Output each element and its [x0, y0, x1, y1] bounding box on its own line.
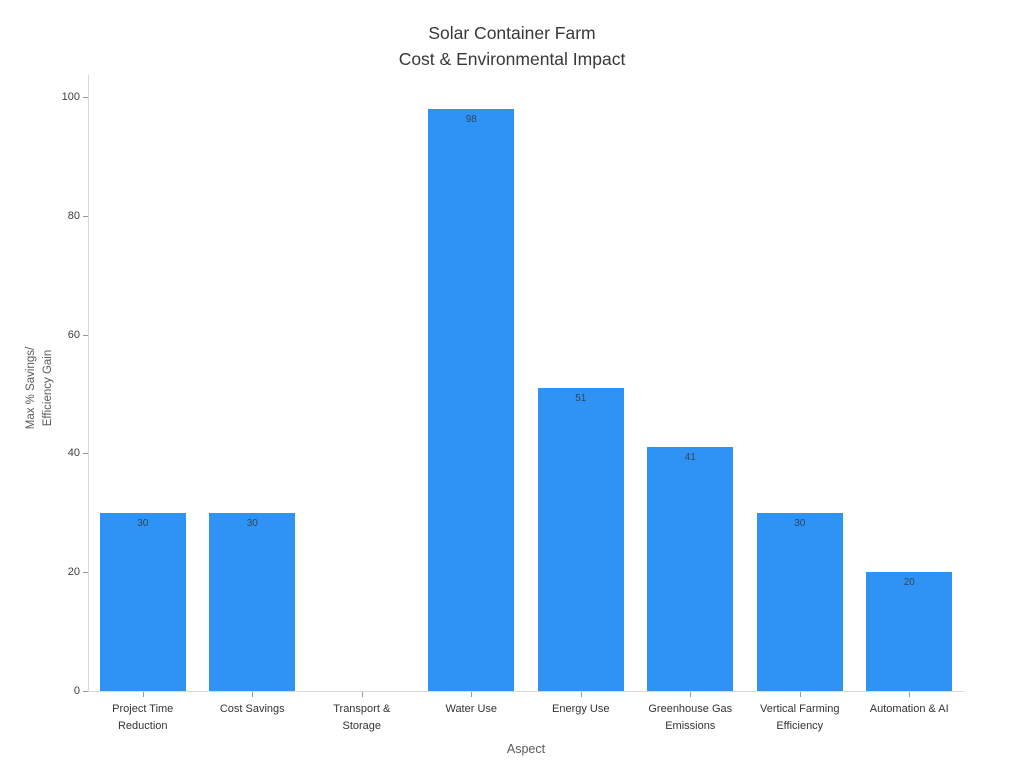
- x-tick-mark: [690, 692, 692, 697]
- bar-value-label: 98: [465, 113, 477, 125]
- bar-value-label: 30: [794, 517, 806, 529]
- bar: 98: [428, 108, 515, 691]
- y-tick-label: 60: [67, 328, 80, 341]
- bar-value-label: 30: [246, 517, 258, 529]
- bar-value-label: 20: [903, 577, 915, 589]
- x-category-label: Water Use: [445, 703, 498, 715]
- y-tick-mark: [83, 572, 88, 574]
- y-tick-mark: [83, 691, 88, 692]
- x-axis-line: [88, 691, 964, 692]
- x-tick-mark: [252, 692, 254, 697]
- y-tick-mark: [83, 334, 88, 336]
- bar: 30: [756, 512, 843, 691]
- bar: 20: [866, 572, 953, 691]
- x-category-label: Transport & Storage: [333, 703, 391, 732]
- y-tick-label: 80: [67, 209, 80, 222]
- x-category-label: Greenhouse Gas Emissions: [648, 703, 733, 732]
- x-category-label: Project Time Reduction: [112, 703, 174, 732]
- y-tick-mark: [83, 215, 88, 217]
- x-tick-mark: [799, 692, 801, 697]
- x-tick-mark: [361, 692, 363, 697]
- x-category-label: Cost Savings: [219, 703, 285, 715]
- bar: 41: [647, 447, 734, 691]
- x-category-label: Automation & AI: [869, 703, 949, 715]
- y-tick-label: 100: [61, 90, 80, 103]
- x-category-label: Vertical Farming Efficiency: [760, 703, 840, 732]
- bar: 30: [99, 512, 186, 691]
- y-tick-mark: [83, 96, 88, 98]
- y-tick-label: 40: [67, 447, 80, 460]
- y-tick-mark: [83, 453, 88, 455]
- x-tick-mark: [909, 692, 911, 697]
- x-tick-mark: [142, 692, 144, 697]
- x-category-label: Energy Use: [552, 703, 610, 715]
- y-tick-label: 0: [73, 685, 80, 697]
- y-axis-line: [88, 75, 89, 691]
- chart-title: Solar Container Farm Cost & Environmenta…: [398, 23, 626, 69]
- bar-value-label: 41: [684, 452, 696, 464]
- x-tick-mark: [580, 692, 582, 697]
- y-tick-label: 20: [67, 566, 80, 579]
- x-tick-mark: [471, 692, 473, 697]
- bar: 51: [537, 388, 624, 691]
- bar-value-label: 30: [137, 517, 149, 529]
- bar-value-label: 51: [575, 393, 587, 405]
- x-axis-title: Aspect: [506, 742, 546, 756]
- bar: 30: [209, 512, 296, 691]
